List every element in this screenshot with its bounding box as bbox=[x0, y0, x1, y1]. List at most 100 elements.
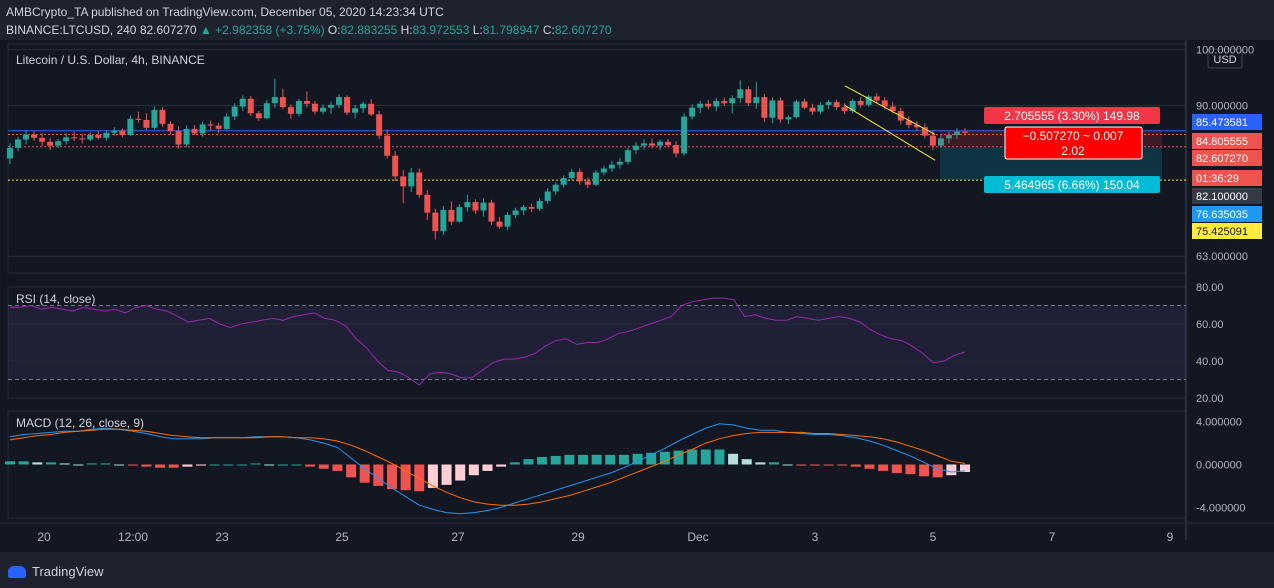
candle-body bbox=[632, 145, 639, 151]
candle-body bbox=[392, 155, 399, 177]
macd-histogram-bar bbox=[373, 464, 384, 486]
macd-histogram-bar bbox=[45, 462, 56, 465]
price-axis-label-bg bbox=[1192, 114, 1262, 130]
macd-histogram-bar bbox=[878, 464, 889, 471]
brand-name: TradingView bbox=[32, 564, 104, 579]
candle-body bbox=[279, 97, 286, 108]
candle-body bbox=[488, 202, 495, 222]
time-axis-tick: 5 bbox=[930, 530, 937, 544]
candle-body bbox=[929, 135, 936, 146]
rsi-axis-tick: 20.00 bbox=[1196, 393, 1224, 405]
candle-body bbox=[721, 100, 728, 104]
candle-body bbox=[568, 171, 575, 179]
macd-histogram-bar bbox=[100, 463, 111, 465]
candle-body bbox=[584, 181, 591, 185]
candle-body bbox=[424, 194, 431, 213]
measure-label-down-bg bbox=[984, 176, 1160, 193]
candle-body bbox=[945, 135, 952, 139]
candle-body bbox=[560, 178, 567, 185]
macd-histogram-bar bbox=[236, 464, 247, 466]
candle-body bbox=[344, 97, 351, 113]
candle-body bbox=[103, 132, 110, 138]
macd-histogram-bar bbox=[5, 461, 15, 465]
candle-body bbox=[520, 207, 527, 211]
macd-histogram-bar bbox=[291, 464, 302, 466]
candle-body bbox=[319, 107, 326, 112]
candle-body bbox=[23, 134, 30, 140]
candle-body bbox=[536, 200, 543, 209]
macd-histogram-bar bbox=[277, 464, 288, 466]
macd-histogram-bar bbox=[168, 464, 179, 468]
candle-body bbox=[777, 100, 784, 120]
macd-histogram-bar bbox=[455, 464, 466, 481]
macd-histogram-bar bbox=[837, 464, 848, 466]
candle-body bbox=[761, 97, 768, 118]
candle-body bbox=[873, 96, 880, 101]
time-axis-tick: Dec bbox=[687, 530, 708, 544]
time-axis-tick: 25 bbox=[335, 530, 349, 544]
candle-body bbox=[937, 138, 944, 146]
macd-histogram-bar bbox=[155, 464, 166, 468]
macd-axis-tick: -4.000000 bbox=[1196, 502, 1246, 514]
open-label: O: bbox=[327, 23, 341, 37]
macd-histogram-bar bbox=[441, 464, 452, 485]
macd-histogram-bar bbox=[332, 464, 343, 471]
candle-body bbox=[95, 135, 102, 138]
candle-body bbox=[681, 116, 688, 154]
candle-body bbox=[640, 143, 647, 146]
chart-canvas[interactable]: 2.705555 (3.30%) 149.98 −0.507270 ~ 0.007… bbox=[0, 40, 1274, 552]
high-label: H: bbox=[400, 23, 413, 37]
price-axis-label-bg bbox=[1192, 150, 1262, 166]
candle-body bbox=[71, 137, 78, 139]
macd-histogram-bar bbox=[86, 463, 97, 465]
macd-histogram-bar bbox=[646, 452, 657, 465]
candle-body bbox=[504, 214, 511, 227]
candle-body bbox=[159, 109, 166, 124]
measure-label-mid-bg bbox=[1004, 126, 1143, 160]
candle-body bbox=[608, 164, 615, 169]
macd-histogram-bar bbox=[905, 464, 916, 475]
candle-body bbox=[87, 135, 94, 140]
price-axis-label: 84.805555 bbox=[1196, 136, 1248, 148]
tradingview-logo-icon bbox=[8, 566, 26, 578]
candle-body bbox=[448, 209, 455, 222]
macd-histogram-bar bbox=[864, 464, 875, 469]
macd-histogram-bar bbox=[687, 449, 698, 465]
macd-histogram-bar bbox=[618, 454, 629, 465]
candle-body bbox=[336, 97, 343, 105]
candle-body bbox=[199, 124, 206, 134]
macd-histogram-bar bbox=[482, 464, 493, 471]
macd-histogram-bar bbox=[359, 464, 370, 483]
macd-axis-tick: 4.000000 bbox=[1196, 417, 1242, 429]
candle-body bbox=[665, 141, 672, 146]
macd-histogram-bar bbox=[305, 464, 316, 467]
candle-body bbox=[352, 108, 359, 113]
candle-body bbox=[833, 102, 840, 108]
macd-pane-title: MACD (12, 26, close, 9) bbox=[16, 416, 144, 430]
time-axis-tick: 23 bbox=[215, 530, 229, 544]
candle-body bbox=[440, 209, 447, 232]
macd-histogram-bar bbox=[932, 464, 943, 478]
candle-body bbox=[962, 131, 968, 133]
macd-histogram-bar bbox=[782, 464, 793, 466]
macd-histogram-bar bbox=[209, 464, 220, 466]
candle-body bbox=[881, 100, 888, 107]
candle-body bbox=[376, 114, 383, 136]
candle-body bbox=[793, 101, 800, 118]
high-value: 83.972553 bbox=[412, 23, 470, 37]
price-axis-label-bg bbox=[1192, 206, 1262, 222]
macd-histogram-bar bbox=[796, 464, 807, 466]
macd-histogram-bar bbox=[73, 464, 84, 466]
candle-body bbox=[360, 103, 367, 109]
candle-body bbox=[400, 176, 407, 187]
candle-body bbox=[223, 116, 230, 129]
candle-body bbox=[151, 109, 158, 128]
price-axis-tick: 63.000000 bbox=[1196, 251, 1248, 263]
candle-body bbox=[705, 103, 712, 107]
candle-body bbox=[167, 123, 174, 132]
candle-body bbox=[616, 161, 623, 165]
tradingview-logo: TradingView bbox=[8, 564, 104, 579]
price-axis-label-bg bbox=[1192, 133, 1262, 149]
candle-body bbox=[311, 103, 318, 112]
symbol-label: BINANCE:LTCUSD, 240 bbox=[6, 23, 137, 37]
